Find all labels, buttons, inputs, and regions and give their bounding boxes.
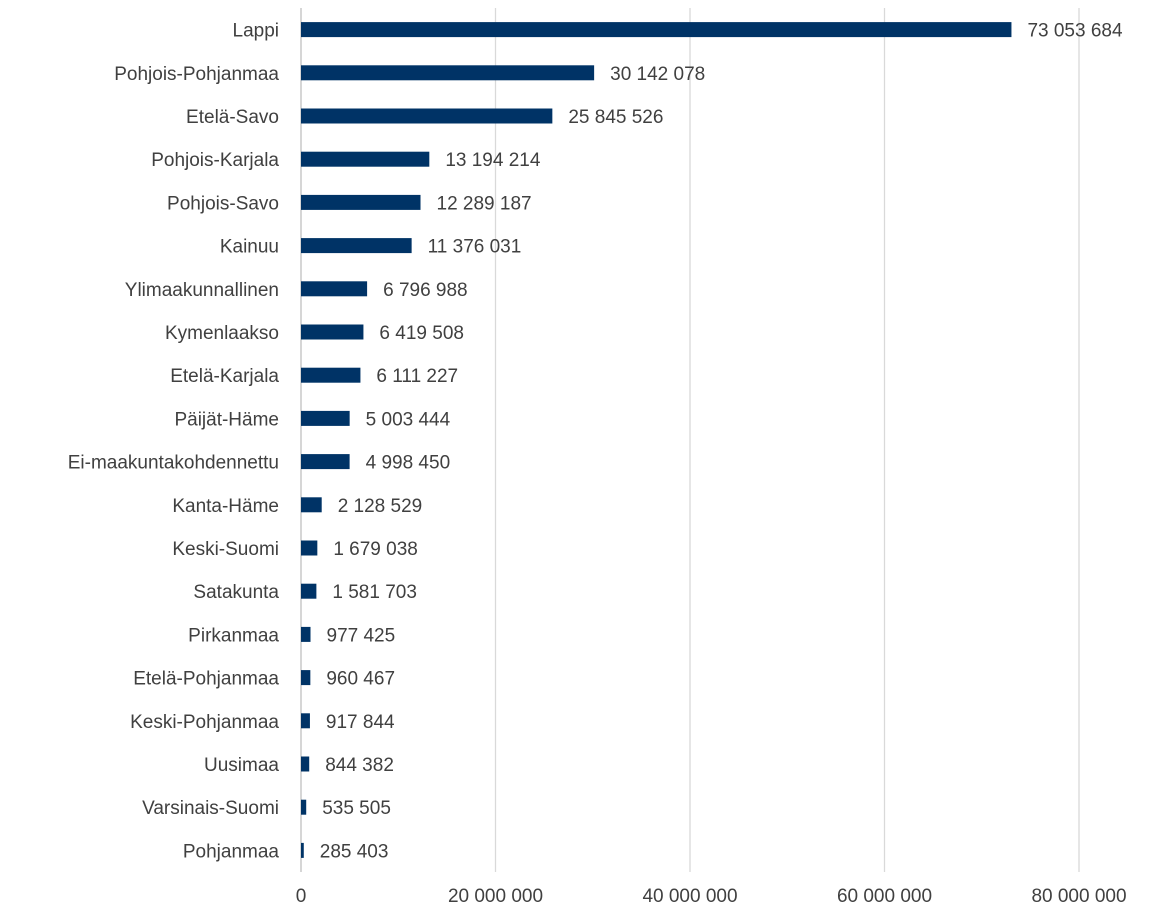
data-label: 960 467: [326, 669, 395, 690]
category-label: Ylimaakunnallinen: [125, 280, 279, 301]
category-label: Keski-Pohjanmaa: [130, 712, 279, 733]
data-label: 12 289 187: [437, 193, 532, 214]
bar: [301, 410, 350, 426]
category-label: Kainuu: [220, 237, 279, 258]
bar: [301, 799, 307, 815]
category-label: Pohjois-Karjala: [151, 150, 279, 171]
x-tick-label: 0: [296, 886, 307, 905]
category-label: Pohjois-Savo: [167, 193, 279, 214]
data-label: 6 796 988: [383, 280, 468, 301]
category-label: Kanta-Häme: [172, 496, 279, 517]
category-label: Pohjanmaa: [183, 841, 280, 862]
category-label: Pirkanmaa: [188, 625, 279, 646]
data-label: 73 053 684: [1027, 21, 1123, 42]
data-label: 4 998 450: [366, 453, 451, 474]
x-tick-label: 40 000 000: [642, 886, 737, 905]
category-label: Kymenlaakso: [165, 323, 279, 344]
bars: [301, 22, 1012, 858]
data-label: 11 376 031: [428, 237, 522, 258]
category-label: Lappi: [233, 21, 280, 42]
data-label: 6 111 227: [376, 366, 458, 387]
bar: [301, 65, 595, 81]
bar: [301, 367, 361, 383]
bar: [301, 281, 368, 297]
x-tick-label: 80 000 000: [1031, 886, 1126, 905]
gridlines: [300, 8, 1080, 872]
bar: [301, 756, 310, 772]
category-label: Päijät-Häme: [174, 409, 279, 430]
bar: [301, 454, 350, 470]
category-labels: Lappi Pohjois-Pohjanmaa Etelä-Savo Pohjois-…: [68, 21, 280, 863]
category-label: Keski-Suomi: [172, 539, 279, 560]
x-tick-label: 60 000 000: [837, 886, 932, 905]
category-label: Ei-maakuntakohdennettu: [68, 453, 279, 474]
data-label: 977 425: [327, 625, 396, 646]
category-label: Etelä-Karjala: [170, 366, 279, 387]
bar: [301, 583, 317, 599]
data-label: 25 845 526: [568, 107, 663, 128]
bar: [301, 540, 318, 556]
bar: [301, 670, 311, 686]
data-label: 6 419 508: [379, 323, 464, 344]
data-label: 285 403: [320, 841, 389, 862]
bar: [301, 108, 553, 124]
category-label: Pohjois-Pohjanmaa: [114, 64, 279, 85]
bar: [301, 713, 310, 729]
x-tick-label: 20 000 000: [448, 886, 543, 905]
bar: [301, 324, 364, 340]
x-axis-ticks: 0 20 000 000 40 000 000 60 000 000 80 000 00…: [296, 886, 1127, 905]
data-label: 2 128 529: [338, 496, 423, 517]
data-label: 844 382: [325, 755, 394, 776]
bar: [301, 194, 421, 210]
category-label: Uusimaa: [204, 755, 279, 776]
data-labels: 73 053 684 30 142 078 25 845 526 13 194 214…: [320, 21, 1123, 863]
category-label: Varsinais-Suomi: [142, 798, 279, 819]
data-label: 535 505: [322, 798, 391, 819]
category-label: Satakunta: [193, 582, 279, 603]
data-label: 1 581 703: [332, 582, 417, 603]
bar: [301, 842, 304, 858]
bar: [301, 151, 430, 167]
bar: [301, 22, 1012, 38]
category-label: Etelä-Savo: [186, 107, 279, 128]
category-label: Etelä-Pohjanmaa: [133, 669, 279, 690]
bar: [301, 238, 412, 254]
data-label: 1 679 038: [333, 539, 418, 560]
data-label: 30 142 078: [610, 64, 705, 85]
data-label: 13 194 214: [445, 150, 541, 171]
data-label: 5 003 444: [366, 409, 451, 430]
bar: [301, 626, 311, 642]
data-label: 917 844: [326, 712, 395, 733]
bar: [301, 497, 322, 513]
